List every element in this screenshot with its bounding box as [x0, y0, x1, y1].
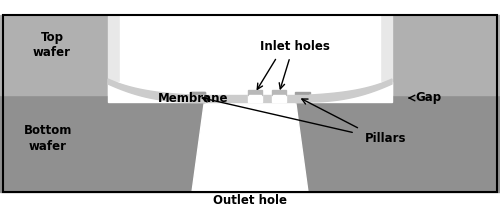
- Text: Outlet hole: Outlet hole: [213, 194, 287, 207]
- Polygon shape: [310, 79, 392, 102]
- Bar: [205, 97, 295, 102]
- Bar: [0, 15, 108, 95]
- Polygon shape: [108, 79, 190, 102]
- Bar: [3, 15, 497, 192]
- Bar: [248, 90, 262, 95]
- Bar: [295, 92, 310, 102]
- Polygon shape: [192, 97, 308, 192]
- Bar: [273, 95, 285, 102]
- Bar: [108, 82, 205, 102]
- Text: Pillars: Pillars: [365, 131, 406, 144]
- Bar: [295, 82, 392, 102]
- Bar: [108, 15, 392, 95]
- Text: Membrane: Membrane: [158, 92, 228, 105]
- Text: Top
wafer: Top wafer: [33, 30, 71, 59]
- Text: Inlet holes: Inlet holes: [260, 41, 330, 54]
- Bar: [190, 92, 205, 102]
- Bar: [190, 92, 205, 102]
- Bar: [190, 95, 310, 102]
- Bar: [272, 90, 286, 95]
- Bar: [120, 15, 380, 90]
- Bar: [248, 93, 262, 102]
- Bar: [272, 93, 286, 102]
- Bar: [0, 95, 500, 192]
- Text: Gap: Gap: [415, 92, 441, 105]
- Bar: [249, 95, 261, 102]
- Bar: [392, 15, 500, 95]
- Text: Bottom
wafer: Bottom wafer: [24, 123, 72, 152]
- Bar: [205, 89, 295, 97]
